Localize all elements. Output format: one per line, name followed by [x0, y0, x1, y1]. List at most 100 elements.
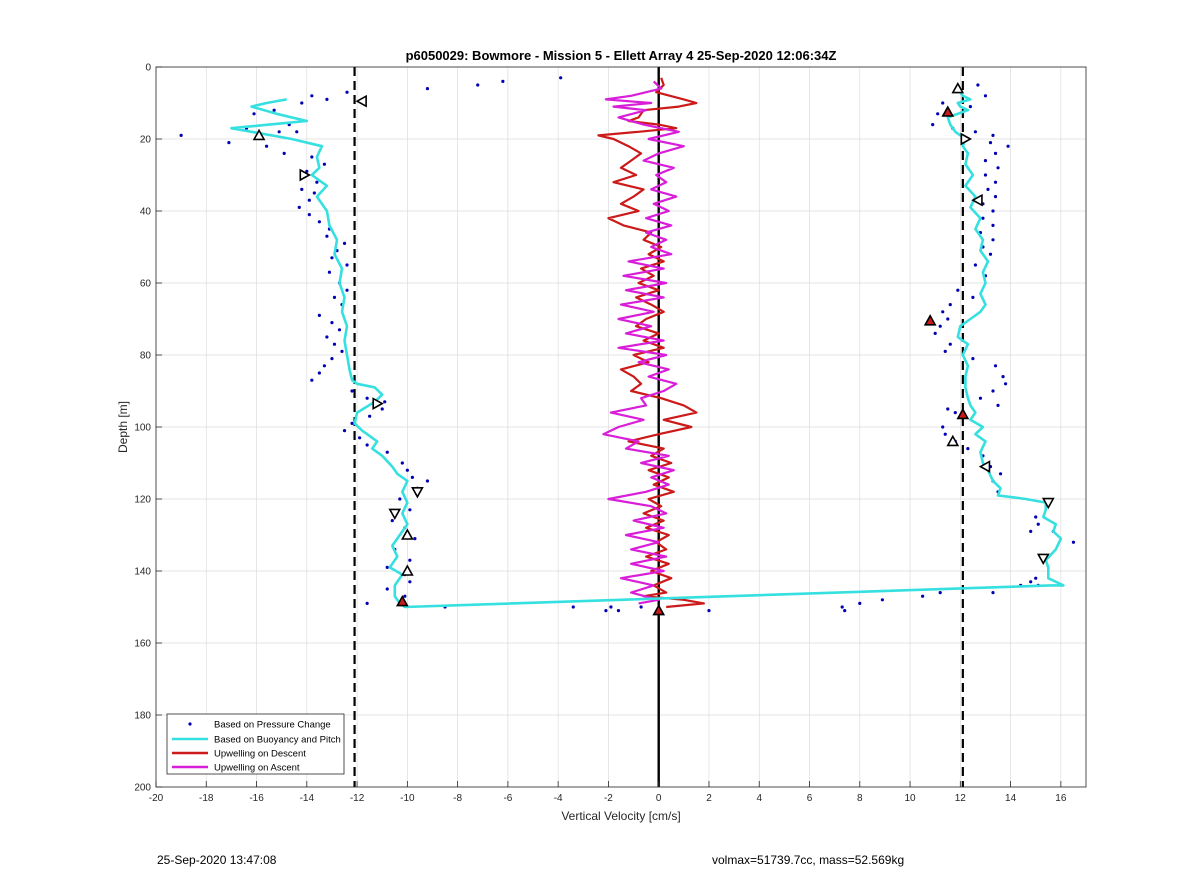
- pressure-change-point: [616, 609, 621, 613]
- pressure-change-point: [1071, 540, 1076, 544]
- pressure-change-point: [948, 303, 952, 307]
- pressure-change-point: [993, 195, 998, 199]
- pressure-change-point: [385, 450, 389, 454]
- triangle-marker: [941, 105, 955, 117]
- pressure-change-point: [408, 580, 412, 584]
- pressure-change-point: [300, 101, 304, 105]
- pressure-change-point: [993, 364, 998, 368]
- pressure-change-point: [332, 342, 337, 346]
- pressure-change-point: [971, 295, 975, 299]
- pressure-change-point: [310, 378, 314, 382]
- pressure-change-point: [983, 173, 988, 177]
- pressure-change-point: [971, 357, 975, 361]
- x-tick-label: -4: [554, 793, 563, 804]
- pressure-change-point: [1006, 144, 1010, 148]
- pressure-change-point: [345, 90, 349, 94]
- pressure-change-point: [342, 241, 347, 245]
- pressure-change-point: [966, 447, 970, 451]
- pressure-change-point: [1029, 529, 1033, 534]
- pressure-change-point: [1036, 522, 1040, 526]
- triangle-marker: [388, 508, 402, 521]
- y-tick-label: 100: [134, 423, 151, 434]
- pressure-change-point: [312, 191, 316, 195]
- x-tick-label: 8: [857, 793, 863, 804]
- y-tick-label: 60: [140, 279, 152, 290]
- pressure-change-point: [357, 436, 362, 440]
- pressure-change-point: [843, 609, 847, 613]
- y-tick-label: 160: [134, 639, 151, 650]
- footer-glider-specs: volmax=51739.7cc, mass=52.569kg: [712, 853, 905, 867]
- pressure-change-point: [948, 342, 952, 346]
- pressure-change-point: [317, 371, 321, 375]
- pressure-change-point: [946, 317, 950, 321]
- pressure-change-point: [405, 468, 409, 472]
- pressure-change-point: [307, 198, 311, 202]
- pressure-change-point: [956, 288, 960, 292]
- pressure-change-point: [252, 112, 256, 116]
- pressure-change-point: [410, 475, 414, 479]
- y-tick-label: 0: [145, 63, 151, 74]
- pressure-change-point: [921, 594, 925, 598]
- pressure-change-point: [996, 166, 1000, 170]
- pressure-change-point: [501, 79, 505, 83]
- triangle-marker: [372, 397, 384, 410]
- x-tick-label: -2: [604, 793, 613, 804]
- pressure-change-point: [571, 605, 575, 609]
- x-tick-label: 14: [1005, 793, 1017, 804]
- triangle-marker: [923, 314, 937, 326]
- triangle-marker: [951, 81, 965, 94]
- x-tick-label: 4: [756, 793, 762, 804]
- pressure-change-point: [264, 144, 269, 148]
- pressure-change-point: [1003, 382, 1008, 386]
- triangle-marker: [1036, 553, 1050, 566]
- pressure-change-point: [991, 238, 995, 242]
- legend-label: Based on Buoyancy and Pitch: [214, 735, 341, 746]
- pressure-change-point: [305, 169, 309, 173]
- x-tick-label: -12: [350, 793, 365, 804]
- pressure-change-point: [380, 407, 384, 411]
- pressure-change-point: [322, 162, 327, 166]
- pressure-change-point: [425, 479, 430, 483]
- legend-label: Upwelling on Ascent: [214, 763, 300, 774]
- y-tick-label: 20: [140, 135, 152, 146]
- pressure-change-point: [179, 133, 183, 137]
- triangle-marker: [971, 193, 983, 207]
- pressure-change-point: [981, 216, 985, 220]
- x-tick-label: 12: [955, 793, 967, 804]
- based-on-buoyancy-and-pitch-line: [230, 91, 1065, 609]
- y-tick-label: 140: [134, 567, 151, 578]
- y-tick-label: 40: [140, 207, 152, 218]
- pressure-change-point: [707, 609, 711, 613]
- pressure-change-point: [998, 472, 1003, 476]
- pressure-change-point: [385, 565, 389, 570]
- axis-ticks: -20 -18 -16 -14 -12 -10 -8 -6 -4 -2 0 2 4 6 8 10 12 14 160…: [134, 63, 1067, 805]
- triangle-marker: [960, 132, 972, 146]
- pressure-change-point: [383, 400, 387, 404]
- pressure-change-point: [943, 432, 947, 436]
- legend-box: [166, 713, 345, 775]
- x-tick-label: 6: [807, 793, 813, 804]
- x-tick-label: 0: [656, 793, 662, 804]
- pressure-change-point: [639, 605, 643, 609]
- legend-label: Upwelling on Descent: [214, 749, 306, 760]
- pressure-change-point: [993, 151, 998, 155]
- pressure-change-point: [609, 605, 613, 609]
- pressure-change-point: [931, 123, 935, 127]
- pressure-change-point: [350, 421, 354, 425]
- pressure-change-point: [425, 87, 430, 91]
- pressure-change-point: [340, 349, 344, 353]
- triangle-marker: [956, 407, 970, 420]
- upwelling-on-ascent-line: [602, 80, 685, 605]
- pressure-change-point: [365, 443, 369, 447]
- pressure-change-point: [1029, 580, 1033, 584]
- pressure-change-point: [1001, 375, 1005, 379]
- pressure-change-point: [365, 601, 369, 606]
- triangle-marker: [299, 168, 311, 182]
- pressure-change-point: [398, 497, 402, 501]
- pressure-change-point: [983, 94, 988, 98]
- pressure-change-point: [325, 335, 329, 339]
- triangle-markers: [252, 81, 1055, 616]
- pressure-change-point: [282, 151, 286, 155]
- x-tick-label: -8: [453, 793, 462, 804]
- pressure-change-point: [559, 76, 563, 80]
